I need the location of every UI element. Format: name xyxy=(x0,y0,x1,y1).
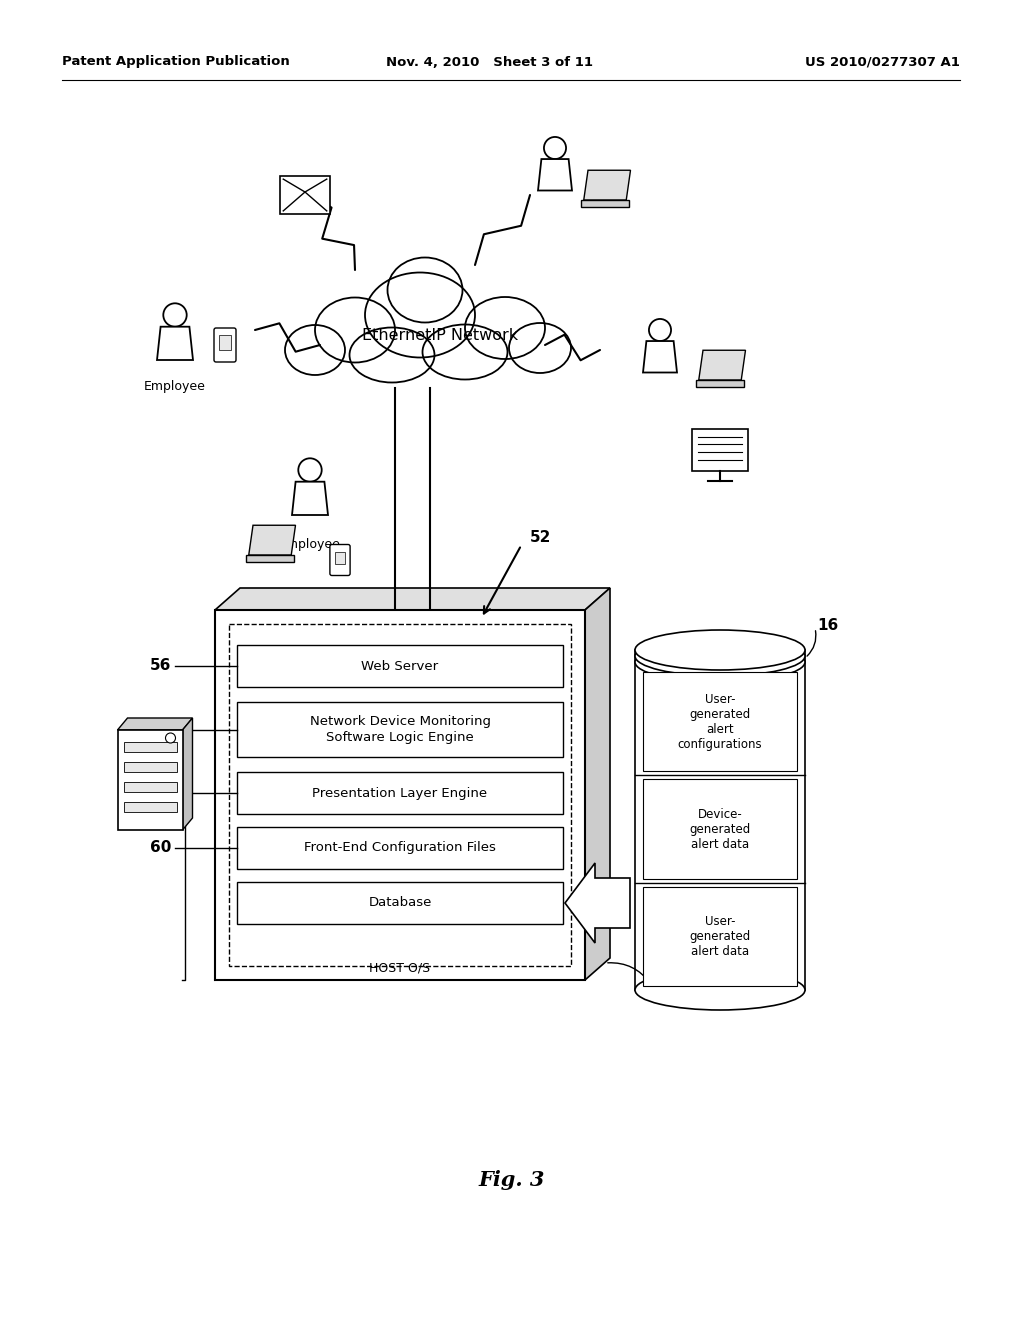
Bar xyxy=(335,552,345,564)
Bar xyxy=(237,828,563,869)
Text: User-
generated
alert
configurations: User- generated alert configurations xyxy=(678,693,762,751)
Polygon shape xyxy=(215,587,610,610)
Text: Device-
generated
alert data: Device- generated alert data xyxy=(689,808,751,850)
Bar xyxy=(696,380,743,387)
Bar xyxy=(643,887,797,986)
Bar xyxy=(229,624,571,966)
Text: Presentation Layer Engine: Presentation Layer Engine xyxy=(312,787,487,800)
Text: Database: Database xyxy=(369,896,432,909)
Bar xyxy=(237,645,563,686)
Bar xyxy=(237,772,563,814)
Ellipse shape xyxy=(635,642,805,682)
Text: Web Server: Web Server xyxy=(361,660,438,672)
Text: Patent Application Publication: Patent Application Publication xyxy=(62,55,290,69)
Bar xyxy=(237,882,563,924)
Text: Nov. 4, 2010   Sheet 3 of 11: Nov. 4, 2010 Sheet 3 of 11 xyxy=(386,55,594,69)
Circle shape xyxy=(544,137,566,158)
Text: 18: 18 xyxy=(150,722,171,738)
Ellipse shape xyxy=(349,327,434,383)
Ellipse shape xyxy=(465,297,545,359)
Text: Network Device Monitoring
Software Logic Engine: Network Device Monitoring Software Logic… xyxy=(309,715,490,743)
Polygon shape xyxy=(643,341,677,372)
Text: 56: 56 xyxy=(150,659,171,673)
Bar xyxy=(124,803,176,812)
Ellipse shape xyxy=(315,297,395,363)
Polygon shape xyxy=(585,587,610,979)
Bar xyxy=(124,742,176,752)
Text: EthernetIP Network: EthernetIP Network xyxy=(361,327,518,342)
Ellipse shape xyxy=(365,272,475,358)
Bar xyxy=(124,781,176,792)
Ellipse shape xyxy=(509,323,571,374)
Bar xyxy=(118,730,182,830)
Bar xyxy=(237,702,563,756)
Polygon shape xyxy=(118,718,193,730)
Circle shape xyxy=(163,304,186,327)
FancyBboxPatch shape xyxy=(214,327,236,362)
Ellipse shape xyxy=(285,325,345,375)
Text: User-
generated
alert data: User- generated alert data xyxy=(689,915,751,958)
Bar xyxy=(215,610,585,979)
Text: Fig. 3: Fig. 3 xyxy=(479,1170,545,1191)
Ellipse shape xyxy=(387,257,463,322)
Text: Employee: Employee xyxy=(280,539,341,550)
Polygon shape xyxy=(157,327,193,360)
Circle shape xyxy=(649,319,671,341)
Bar xyxy=(219,335,231,350)
Text: 52: 52 xyxy=(529,531,551,545)
Circle shape xyxy=(298,458,322,482)
Polygon shape xyxy=(182,718,193,830)
FancyBboxPatch shape xyxy=(330,544,350,576)
Text: 54: 54 xyxy=(658,982,679,998)
Bar xyxy=(692,429,748,471)
Bar xyxy=(635,649,805,990)
Bar xyxy=(124,762,176,772)
Bar xyxy=(643,672,797,771)
Text: 62: 62 xyxy=(150,785,171,800)
Bar xyxy=(582,201,629,207)
Polygon shape xyxy=(292,482,328,515)
Text: 16: 16 xyxy=(817,618,839,632)
Polygon shape xyxy=(584,170,631,201)
Polygon shape xyxy=(249,525,296,554)
Bar xyxy=(281,176,330,214)
Text: 60: 60 xyxy=(150,841,171,855)
Bar xyxy=(246,554,294,562)
Text: Front-End Configuration Files: Front-End Configuration Files xyxy=(304,842,496,854)
Ellipse shape xyxy=(635,630,805,671)
Ellipse shape xyxy=(635,636,805,676)
Circle shape xyxy=(166,733,175,743)
Bar xyxy=(643,779,797,879)
Polygon shape xyxy=(538,158,572,190)
Ellipse shape xyxy=(635,970,805,1010)
Text: HOST O/S: HOST O/S xyxy=(370,961,430,974)
Text: Employee: Employee xyxy=(144,380,206,393)
Polygon shape xyxy=(698,350,745,380)
Polygon shape xyxy=(565,863,630,942)
Ellipse shape xyxy=(423,325,508,380)
Text: US 2010/0277307 A1: US 2010/0277307 A1 xyxy=(805,55,961,69)
